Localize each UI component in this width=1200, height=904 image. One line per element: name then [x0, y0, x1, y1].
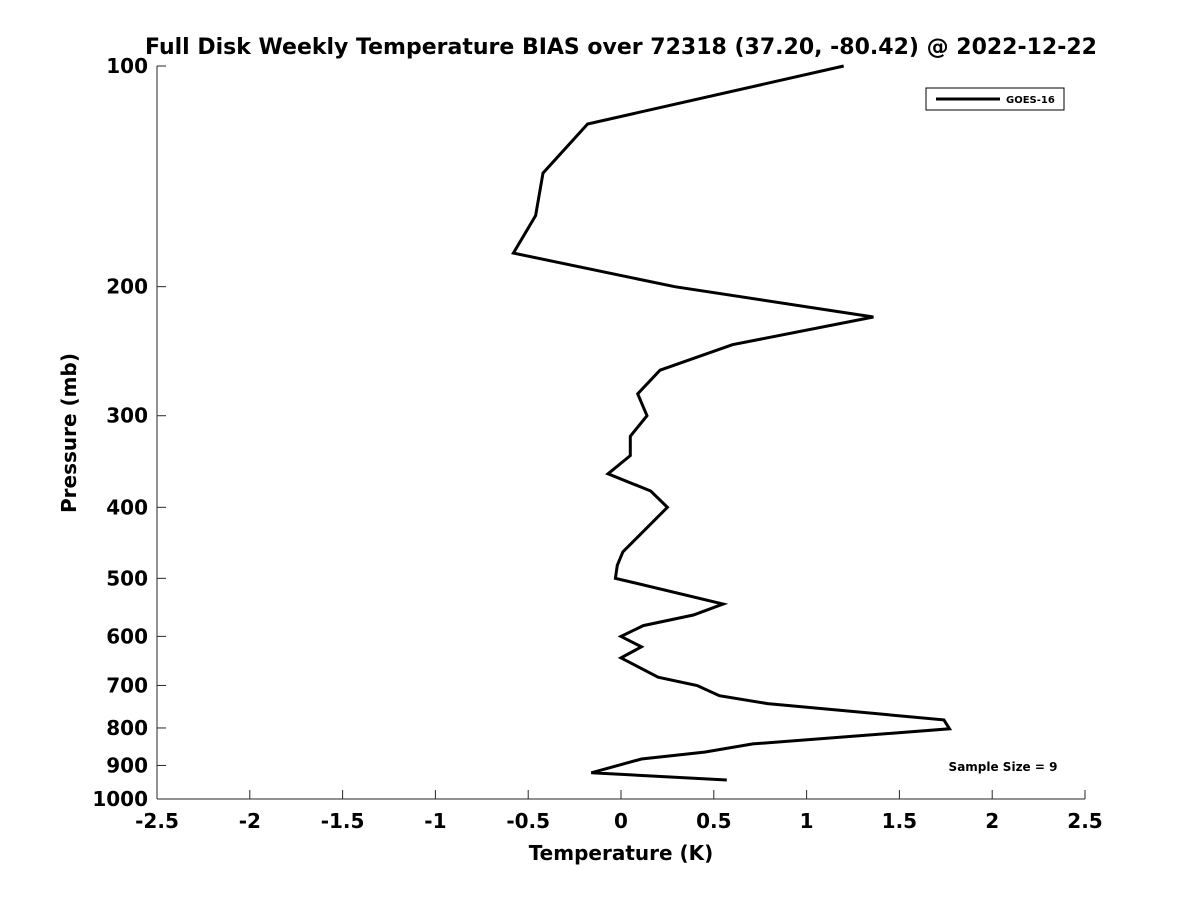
axes: -2.5 -2 -1.5 -1 -0.5 0 0.5 1 1.5 2 2.5 100 200 300 400…	[92, 54, 1102, 833]
y-tick-label: 100	[106, 54, 148, 78]
y-tick-label: 900	[106, 753, 148, 777]
y-tick-label: 1000	[92, 787, 148, 811]
x-tick-label: 2.5	[1067, 809, 1102, 833]
y-tick-label: 700	[106, 673, 148, 697]
x-tick-label: 1	[800, 809, 814, 833]
chart-title: Full Disk Weekly Temperature BIAS over 7…	[145, 35, 1097, 60]
y-tick-label: 800	[106, 716, 148, 740]
y-tick-label: 300	[106, 404, 148, 428]
x-axis-label: Temperature (K)	[529, 841, 714, 865]
y-tick-label: 400	[106, 495, 148, 519]
x-tick-label: -2	[239, 809, 261, 833]
y-tick-label: 500	[106, 566, 148, 590]
sample-size-annotation: Sample Size = 9	[949, 760, 1058, 774]
legend-label-goes16: GOES-16	[1006, 95, 1055, 106]
series-line-goes-16	[511, 64, 953, 782]
x-tick-label: -1.5	[321, 809, 365, 833]
x-tick-label: 0.5	[696, 809, 731, 833]
x-tick-label: 2	[985, 809, 999, 833]
x-tick-label: 1.5	[882, 809, 917, 833]
series-group	[511, 64, 953, 782]
y-tick-label: 200	[106, 275, 148, 299]
x-tick-label: 0	[614, 809, 628, 833]
y-axis-label: Pressure (mb)	[57, 353, 81, 513]
y-tick-label: 600	[106, 624, 148, 648]
x-tick-label: -2.5	[135, 809, 179, 833]
x-tick-label: -0.5	[506, 809, 550, 833]
x-tick-label: -1	[424, 809, 446, 833]
legend: GOES-16	[925, 87, 1065, 111]
